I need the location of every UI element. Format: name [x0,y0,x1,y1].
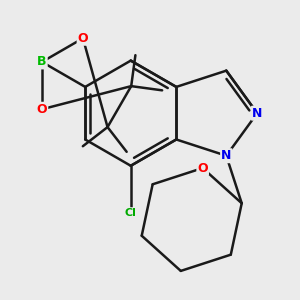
Text: Cl: Cl [125,208,137,218]
Text: B: B [37,56,47,68]
Text: O: O [78,32,88,45]
Text: O: O [197,162,208,175]
Text: N: N [252,107,262,120]
Text: O: O [37,103,47,116]
Text: N: N [221,149,232,162]
